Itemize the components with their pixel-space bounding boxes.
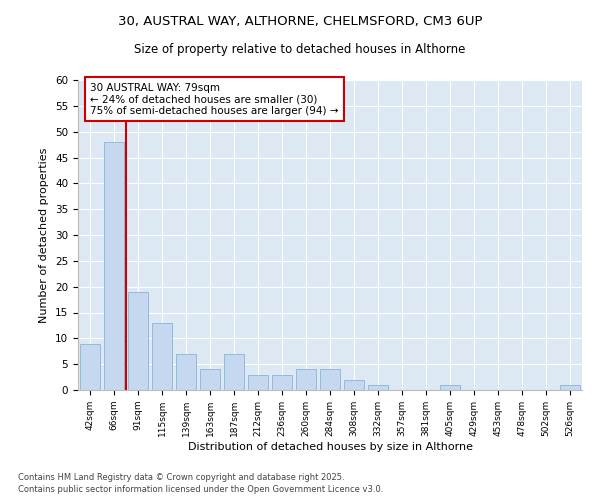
Text: 30 AUSTRAL WAY: 79sqm
← 24% of detached houses are smaller (30)
75% of semi-deta: 30 AUSTRAL WAY: 79sqm ← 24% of detached …	[90, 82, 339, 116]
Y-axis label: Number of detached properties: Number of detached properties	[40, 148, 49, 322]
Bar	[296, 370, 316, 390]
Bar	[272, 374, 292, 390]
Bar	[200, 370, 220, 390]
Bar	[104, 142, 124, 390]
Bar	[128, 292, 148, 390]
Bar	[560, 385, 580, 390]
Text: Contains public sector information licensed under the Open Government Licence v3: Contains public sector information licen…	[18, 485, 383, 494]
Bar	[440, 385, 460, 390]
Bar	[152, 323, 172, 390]
Text: 30, AUSTRAL WAY, ALTHORNE, CHELMSFORD, CM3 6UP: 30, AUSTRAL WAY, ALTHORNE, CHELMSFORD, C…	[118, 15, 482, 28]
Bar	[248, 374, 268, 390]
Bar	[344, 380, 364, 390]
Bar	[368, 385, 388, 390]
Text: Contains HM Land Registry data © Crown copyright and database right 2025.: Contains HM Land Registry data © Crown c…	[18, 472, 344, 482]
Bar	[80, 344, 100, 390]
Text: Size of property relative to detached houses in Althorne: Size of property relative to detached ho…	[134, 42, 466, 56]
Bar	[176, 354, 196, 390]
X-axis label: Distribution of detached houses by size in Althorne: Distribution of detached houses by size …	[187, 442, 473, 452]
Bar	[320, 370, 340, 390]
Bar	[224, 354, 244, 390]
